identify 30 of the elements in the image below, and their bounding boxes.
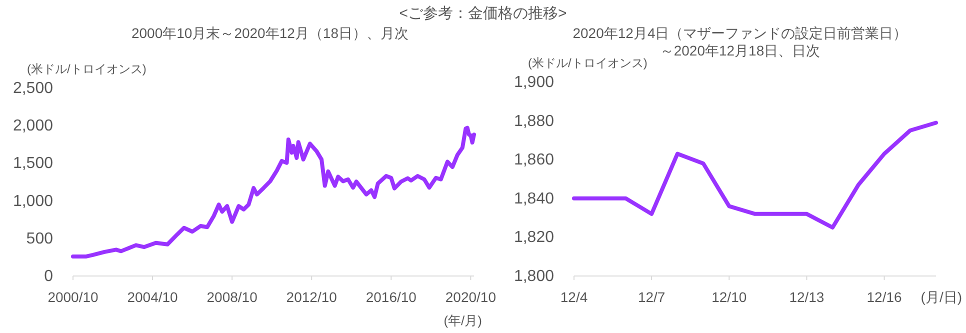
ytick: 500 xyxy=(26,230,53,248)
xtick: 12/4 xyxy=(560,289,588,305)
xtick: 2008/10 xyxy=(206,289,258,305)
ytick: 1,900 xyxy=(514,74,554,91)
ytick: 0 xyxy=(44,268,53,285)
ytick: 1,000 xyxy=(12,192,53,210)
subtitle: 2000年10月末～2020年12月（18日）、月次 xyxy=(132,25,408,41)
ytick: 1,880 xyxy=(514,112,554,130)
xtick: 12/10 xyxy=(712,289,747,305)
xtick: 12/7 xyxy=(638,289,666,305)
xtick: 12/13 xyxy=(789,289,824,305)
xtick: 12/16 xyxy=(866,289,902,305)
xlabel: (月/日) xyxy=(920,289,962,305)
ytick: 1,840 xyxy=(514,190,554,208)
xtick: 2004/10 xyxy=(127,289,178,305)
ytick: 2,500 xyxy=(12,80,53,97)
title: 2020年12月4日（マザーファンドの設定日前営業日）～2020年12月18日、日次 xyxy=(572,25,908,58)
ytick: 2,000 xyxy=(12,118,53,135)
ylabel: (米ドル/トロイオンス) xyxy=(27,62,146,76)
title: <ご参考：金価格の推移> xyxy=(399,5,567,22)
ylabel: (米ドル/トロイオンス) xyxy=(528,56,648,70)
ytick: 1,860 xyxy=(514,152,554,169)
xtick: 2012/10 xyxy=(286,289,337,305)
xtick: 2016/10 xyxy=(366,289,416,305)
ytick: 1,820 xyxy=(514,229,554,246)
ytick: 1,500 xyxy=(12,155,53,172)
xtick: 2020/10 xyxy=(445,289,496,305)
xtick: 2000/10 xyxy=(48,289,98,305)
xlabel: (年/月) xyxy=(444,313,482,328)
ytick: 1,800 xyxy=(514,268,554,285)
